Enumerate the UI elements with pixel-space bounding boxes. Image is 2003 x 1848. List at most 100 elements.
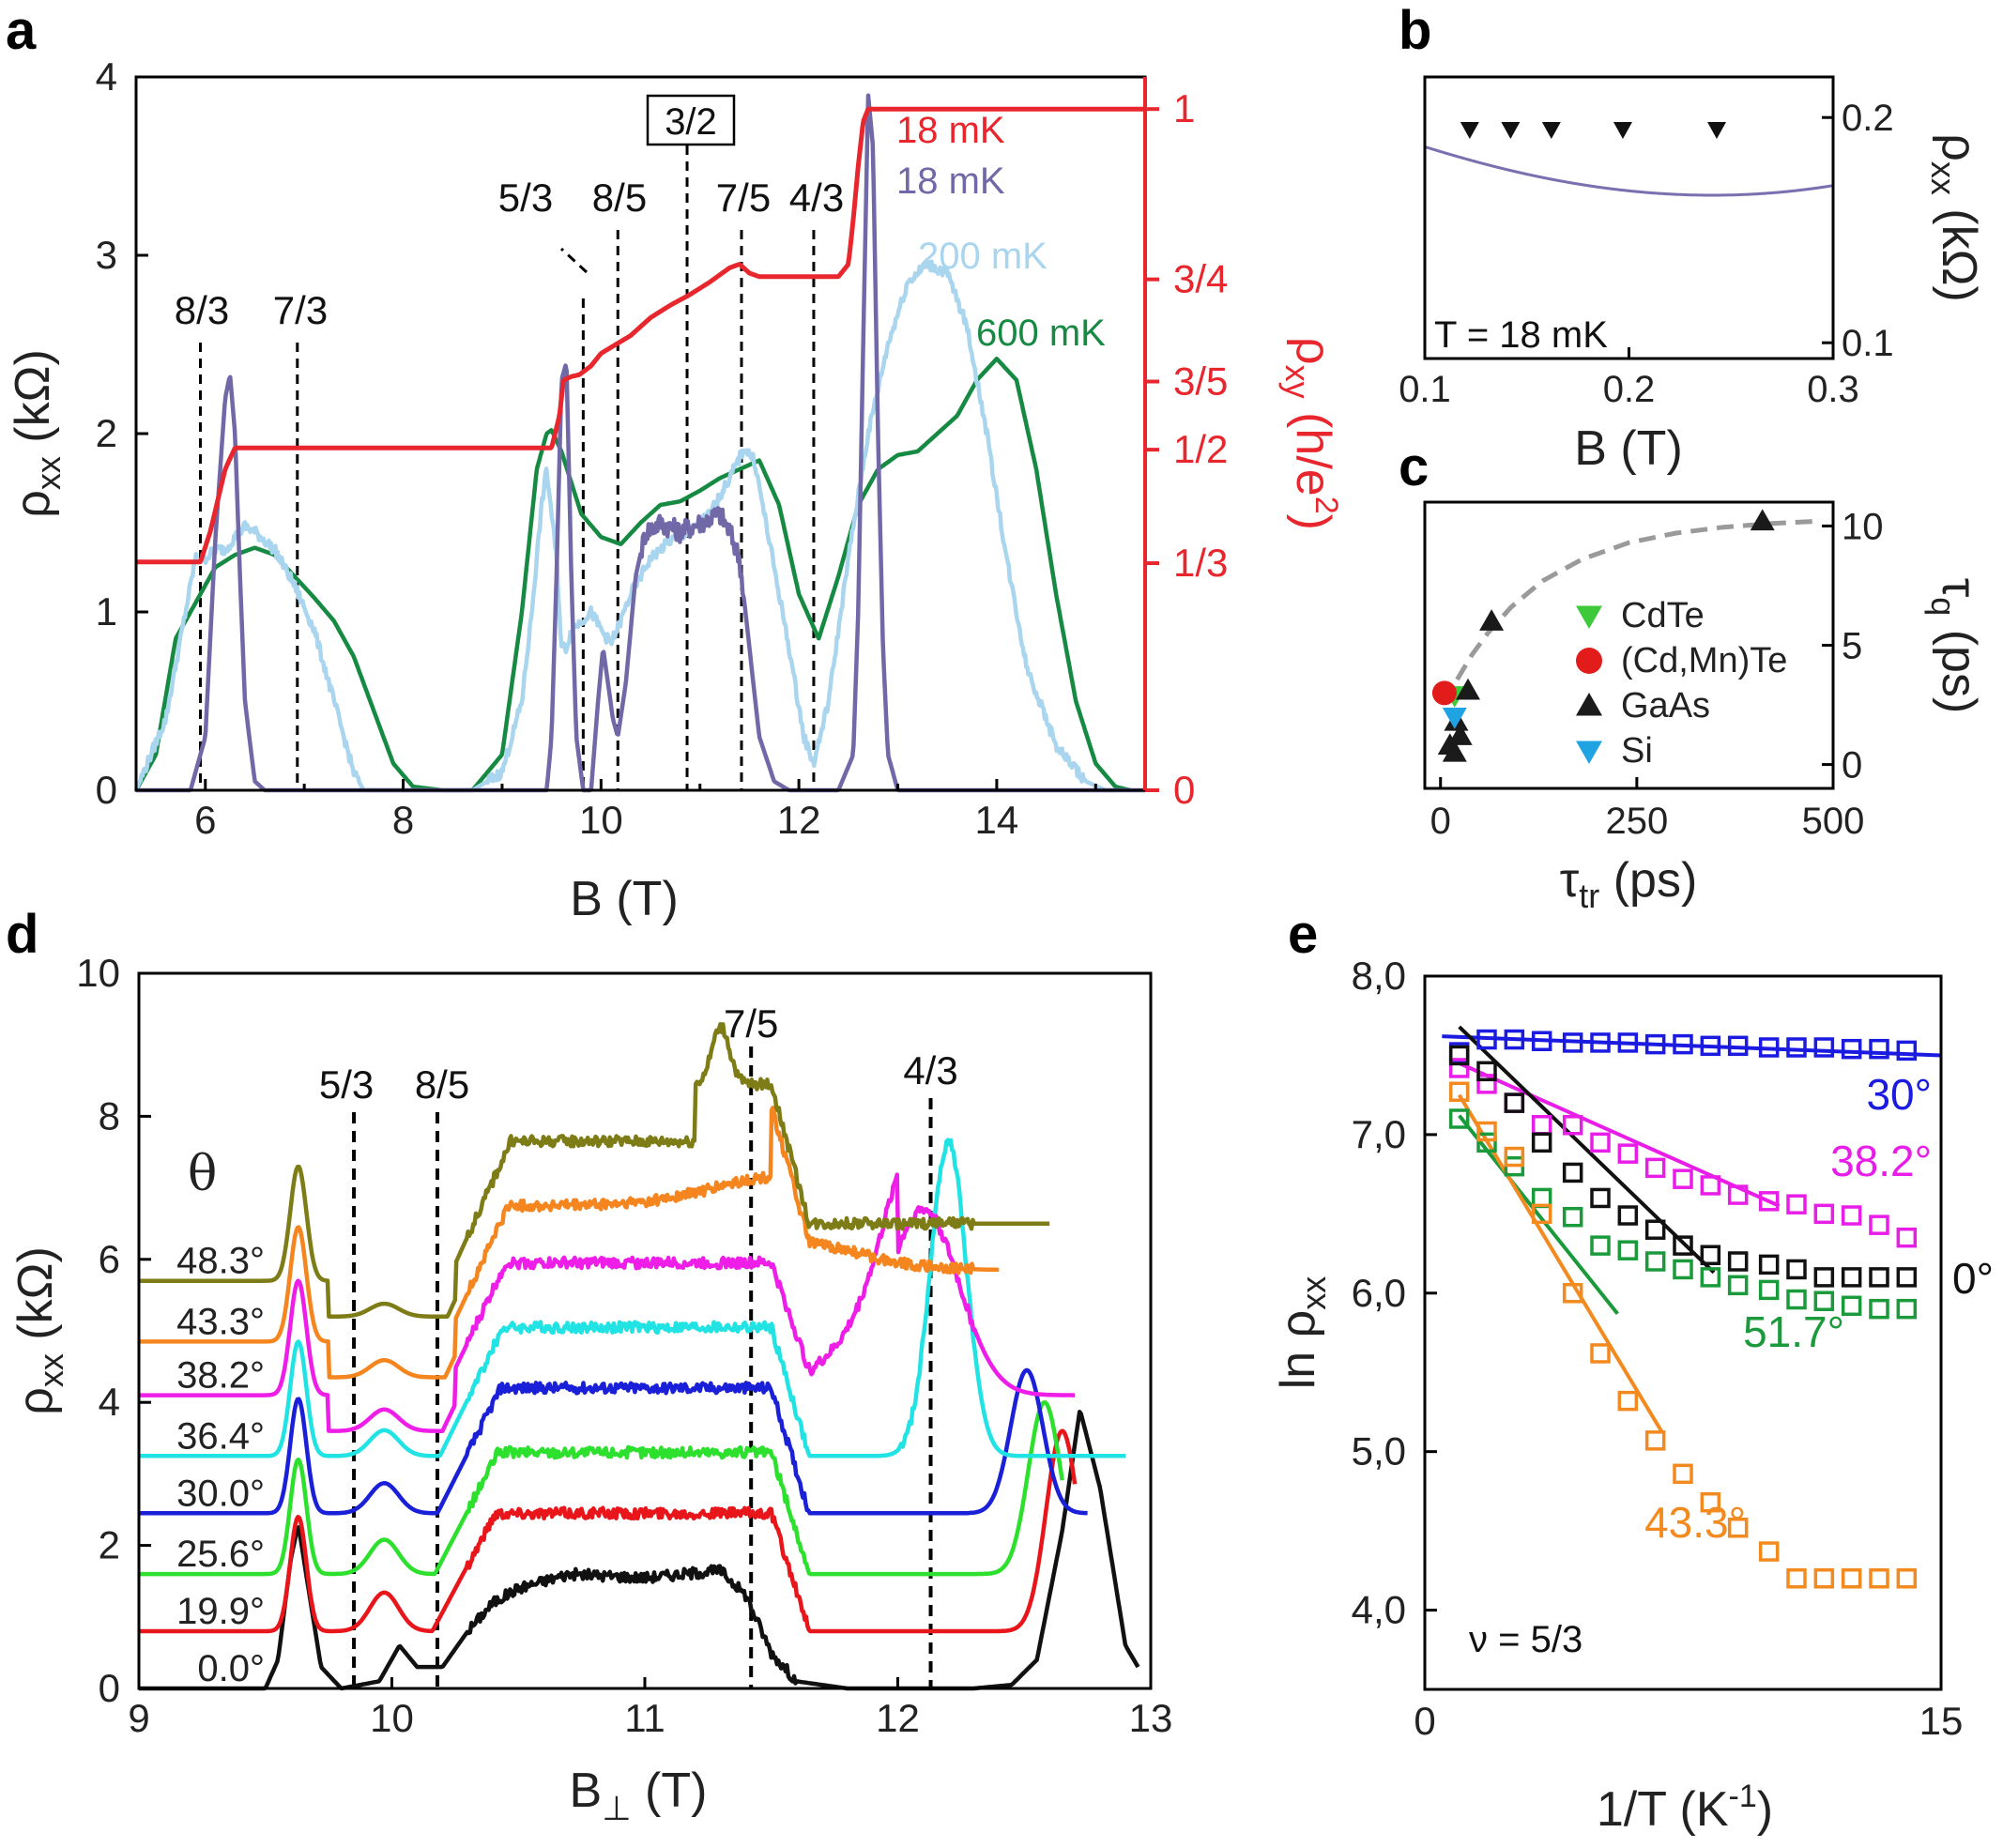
- panel-a-y2tick-label: 1/3: [1173, 541, 1228, 585]
- panel-c-point-gaas: [1456, 678, 1481, 700]
- panel-label-b: b: [1399, 0, 1431, 61]
- panel-e-point: [1531, 1203, 1552, 1225]
- panel-e-point: [1590, 1187, 1611, 1209]
- panel-b-curve: [1424, 145, 1834, 197]
- panel-label-e: e: [1288, 904, 1318, 965]
- panel-e-point: [1644, 1033, 1666, 1055]
- panel-a-ytick-label: 1: [96, 589, 117, 634]
- panel-a: 8/3 7/35/3 8/5 7/5 4/3 6 8 10 12 140123401/31/23…: [6, 54, 1344, 926]
- panel-e-point: [1758, 1191, 1780, 1212]
- panel-a-xlabel: B (T): [570, 872, 679, 926]
- panel-c-fit: [1442, 518, 1818, 704]
- panel-d-curve-483: [138, 1021, 1051, 1320]
- panel-e-point: [1504, 1029, 1525, 1050]
- panel-e-point: [1813, 1037, 1835, 1058]
- panel-d-angle-label: 36.4°: [176, 1415, 265, 1457]
- panel-d-xtick-label: 9: [128, 1696, 149, 1740]
- panel-e-point: [1644, 1251, 1666, 1272]
- panel-e-series-label: 51.7°: [1743, 1307, 1844, 1356]
- panel-e-point: [1841, 1205, 1862, 1226]
- panel-d-xlabel: B⊥ (T): [570, 1764, 708, 1827]
- panel-e-point: [1531, 1132, 1552, 1153]
- panel-e-point: [1673, 1463, 1693, 1485]
- panel-e-ytick-label: 5,0: [1352, 1429, 1406, 1474]
- panel-c: 0 250 500 0 5 10 CdTe (Cd,Mn)Te GaAs Si τtr (ps)…: [1423, 500, 1986, 915]
- legend-rhoxy-18mk: 18 mK: [896, 110, 1005, 151]
- panel-e-point: [1617, 1205, 1639, 1226]
- panel-c-point-gaas: [1750, 509, 1775, 531]
- panel-d-fraction-label: 8/5: [415, 1062, 469, 1107]
- panel-c-legend-label: Si: [1621, 731, 1653, 771]
- panel-a-xtick-label: 6: [194, 798, 216, 842]
- panel-e-point: [1727, 1035, 1749, 1057]
- panel-e-xtick-label: 15: [1919, 1699, 1964, 1743]
- panel-d-ytick-label: 6: [99, 1237, 120, 1281]
- panel-c-legend-marker: [1576, 648, 1602, 674]
- panel-e-point: [1700, 1491, 1721, 1513]
- panel-e-point: [1896, 1040, 1918, 1061]
- panel-e-series-label: 0°: [1952, 1254, 1994, 1303]
- panel-c-point-gaas: [1479, 609, 1505, 631]
- panel-b-xlabel: B (T): [1574, 421, 1683, 476]
- panel-e-point: [1504, 1092, 1525, 1113]
- panel-e-point: [1896, 1298, 1918, 1320]
- panel-a-fraction-lines: 8/3 7/3 5/3 8/5 7/5 4/3: [175, 145, 844, 790]
- panel-d-curve-300: [138, 1367, 1089, 1516]
- panel-c-xtick-label: 250: [1605, 801, 1668, 842]
- panel-a-ytick-label: 0: [96, 768, 117, 812]
- panel-b-xtick-label: 0.3: [1807, 369, 1859, 410]
- panel-e-fit-0: [1458, 1025, 1716, 1275]
- panel-e-series-label: 38.2°: [1830, 1137, 1932, 1185]
- panel-d-angle-label: 43.3°: [176, 1301, 265, 1342]
- panel-e-point: [1700, 1175, 1721, 1196]
- panel-c-ytick-label: 5: [1842, 626, 1862, 667]
- panel-e-point: [1700, 1267, 1721, 1288]
- panel-a-xtick-label: 10: [579, 798, 623, 842]
- legend-600mk: 600 mK: [976, 313, 1106, 354]
- panel-e-point: [1476, 1074, 1497, 1094]
- panel-c-ytick-label: 0: [1842, 745, 1862, 787]
- panel-b-marker: [1707, 122, 1727, 139]
- panel-c-xtick-label: 0: [1430, 801, 1451, 842]
- panel-b-ytick-label: 0.1: [1842, 323, 1894, 364]
- panel-e-point: [1700, 1035, 1721, 1057]
- panel-c-legend-label: GaAs: [1621, 686, 1710, 725]
- panel-e-point: [1531, 1115, 1552, 1136]
- curve-ρxy-18-mK: [134, 106, 1147, 565]
- panel-d-ytick-label: 10: [76, 951, 120, 995]
- panel-e-point: [1758, 1254, 1780, 1275]
- panel-b-ylabel: ρxx (kΩ): [1924, 133, 1986, 302]
- panel-e-point: [1813, 1291, 1835, 1311]
- panel-e-point: [1727, 1251, 1749, 1272]
- panel-d-ytick-label: 8: [99, 1093, 120, 1138]
- panel-d-curve-433: [138, 1105, 1001, 1380]
- panel-c-xtick-label: 500: [1802, 801, 1865, 842]
- panel-c-ticks: 0 250 500 0 5 10: [1430, 506, 1884, 842]
- panel-e-point: [1841, 1568, 1862, 1589]
- panel-e-point: [1786, 1037, 1807, 1058]
- panel-d-curve-382: [138, 1172, 1076, 1433]
- panel-e-ytick-label: 8,0: [1352, 954, 1406, 998]
- panel-e-point: [1673, 1235, 1693, 1256]
- panel-a-ytick-label: 3: [96, 233, 117, 277]
- panel-e-point: [1869, 1038, 1889, 1060]
- fraction-label-8-3: 8/3: [175, 288, 229, 332]
- panel-e-point: [1476, 1061, 1497, 1082]
- panel-b: 0.1 0.2 0.3 0.1 0.2 T = 18 mK B (T) ρxx (kΩ): [1399, 75, 1986, 476]
- panel-a-y2tick-label: 1: [1173, 86, 1195, 130]
- panel-e-point: [1758, 1279, 1780, 1301]
- fraction-label-7-3: 7/3: [273, 288, 328, 332]
- panel-c-legend-label: (Cd,Mn)Te: [1621, 641, 1787, 680]
- panel-e-point: [1562, 1115, 1583, 1136]
- boxed-label-frame: [646, 94, 736, 146]
- panel-e-point: [1758, 1541, 1780, 1562]
- panel-e-point: [1476, 1132, 1497, 1153]
- panel-b-markers: [1460, 122, 1727, 139]
- panel-a-y2tick-label: 0: [1173, 768, 1195, 812]
- panel-e-ytick-label: 7,0: [1352, 1112, 1406, 1156]
- panel-a-ylabel: ρxx (kΩ): [6, 349, 68, 518]
- panel-e-labels: 30° 38.2° 0° 51.7° 43.3°: [1644, 1070, 1994, 1547]
- panel-e-point: [1786, 1568, 1807, 1589]
